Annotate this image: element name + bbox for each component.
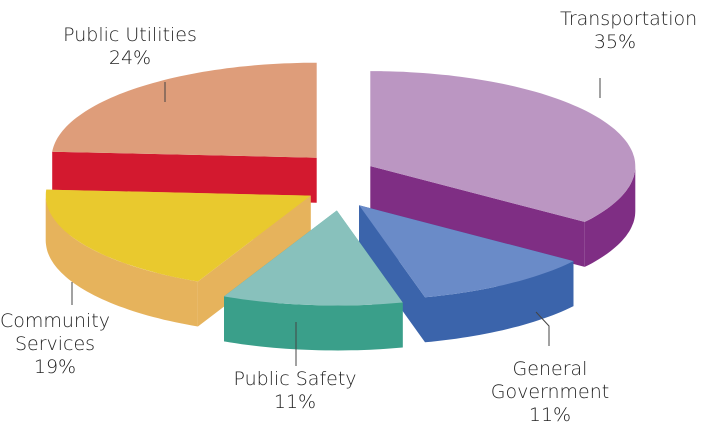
slice-label: Public Utilities 24% — [30, 24, 230, 70]
slice — [52, 62, 317, 158]
slice-label: Public Safety 11% — [225, 368, 365, 414]
slice-percent: 35% — [593, 31, 637, 53]
slice-percent: 11% — [273, 391, 317, 413]
slice-name: Public Safety — [233, 368, 357, 390]
slice-side — [45, 195, 198, 327]
slice-wall — [370, 166, 585, 267]
slice-label: Community Services 19% — [0, 310, 110, 379]
slice-percent: 19% — [33, 356, 77, 378]
slice-name: Public Utilities — [63, 24, 197, 46]
slice — [45, 189, 311, 282]
slice-name: Community Services — [0, 310, 110, 355]
slice-name: Transportation — [560, 8, 698, 30]
slice-side — [224, 296, 403, 351]
slices — [45, 62, 636, 351]
slice-percent: 24% — [108, 47, 152, 69]
slice-side — [584, 166, 636, 267]
slice-name: General Government — [490, 358, 610, 403]
slice-wall — [359, 205, 425, 343]
leader-line — [535, 311, 550, 346]
slice — [370, 71, 636, 222]
slice-side — [425, 261, 574, 343]
slice — [359, 205, 574, 298]
slice-percent: 11% — [528, 404, 572, 426]
slice — [224, 210, 403, 306]
slice-label: Transportation 35% — [560, 8, 698, 54]
slice-wall — [52, 151, 317, 203]
slice-label: General Government 11% — [480, 358, 620, 427]
